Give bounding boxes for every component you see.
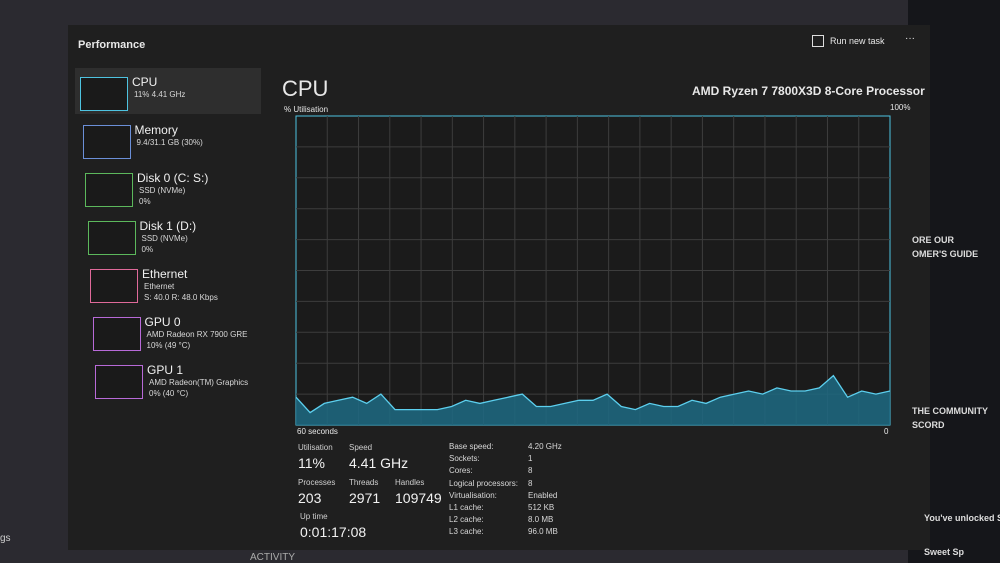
more-button[interactable]: ··· [905, 33, 915, 44]
sidebar-thumbnail[interactable] [82, 125, 131, 159]
y-axis-label: % Utilisation [284, 105, 329, 114]
spec-label: L3 cache: [449, 527, 484, 537]
stat-value: 0:01:17:08 [300, 524, 367, 540]
stat-label: Threads [349, 478, 379, 487]
background-text: Sweet Sp [924, 547, 965, 557]
stat-label: Up time [300, 512, 328, 521]
sidebar-thumbnail[interactable] [90, 269, 138, 303]
spec-label: Base speed: [449, 442, 494, 451]
sidebar-item-name: Memory [134, 123, 178, 137]
stat-label: Handles [395, 478, 425, 487]
sidebar-item-detail: SSD (NVMe) [139, 186, 186, 195]
spec-label: Logical processors: [449, 478, 518, 488]
spec-value: 512 KB [528, 503, 555, 512]
stat-label: Speed [349, 443, 373, 452]
spec-label: L2 cache: [449, 515, 484, 525]
background-text: SCORD [912, 420, 945, 430]
background-text: You've unlocked S [924, 513, 1000, 523]
spec-label: L1 cache: [449, 503, 484, 512]
y-max-label: 100% [890, 103, 911, 112]
utilisation-line [295, 374, 891, 414]
sidebar-item-detail: S: 40.0 R: 48.0 Kbps [144, 293, 218, 302]
sidebar-item-detail: Ethernet [144, 282, 175, 291]
processor-name: AMD Ryzen 7 7800X3D 8-Core Processor [692, 84, 925, 98]
sidebar-thumbnail[interactable] [85, 173, 133, 207]
run-task-icon[interactable] [812, 35, 824, 47]
sidebar-item-detail: 10% (49 °C) [146, 341, 191, 350]
stat-label: Processes [298, 478, 336, 487]
sidebar-item-name: Disk 1 (D:) [139, 219, 197, 233]
background-text: OMER'S GUIDE [912, 249, 979, 259]
stat-value: 109749 [395, 490, 442, 506]
sidebar-item-detail: 11% 4.41 GHz [134, 90, 186, 99]
sidebar-thumbnail[interactable] [80, 77, 128, 111]
sidebar-item-detail: 0% [141, 245, 154, 254]
spec-value: 1 [528, 454, 533, 464]
sidebar-item-detail: AMD Radeon RX 7900 GRE [146, 330, 248, 339]
stat-value: 4.41 GHz [349, 455, 409, 471]
sidebar-item-name: Disk 0 (C: S:) [137, 171, 209, 185]
x-left-label: 60 seconds [297, 427, 338, 436]
background-text: gs [0, 533, 11, 544]
spec-value: 8.0 MB [528, 515, 554, 525]
stat-value: 2971 [349, 490, 381, 506]
sidebar-item-name: GPU 0 [144, 315, 181, 329]
main-title: CPU [282, 76, 329, 101]
spec-label: Cores: [449, 466, 473, 476]
sidebar-item-detail: 0% (40 °C) [149, 389, 189, 398]
spec-label: Virtualisation: [449, 490, 497, 500]
sidebar-item-detail: 0% [139, 197, 151, 206]
sidebar-item-detail: AMD Radeon(TM) Graphics [149, 378, 249, 387]
stat-value: 203 [298, 490, 322, 506]
sidebar-item-detail: SSD (NVMe) [141, 234, 188, 243]
sidebar-item-name: CPU [132, 75, 158, 89]
stat-label: Utilisation [298, 443, 333, 452]
sidebar-item-detail: 9.4/31.1 GB (30%) [136, 138, 203, 147]
background-text: ACTIVITY [250, 552, 296, 563]
sidebar-thumbnail[interactable] [95, 365, 143, 399]
spec-value: 8 [528, 478, 533, 488]
sidebar-item-name: Ethernet [142, 267, 188, 281]
background-text: ORE OUR [912, 235, 955, 245]
spec-value: Enabled [528, 490, 558, 500]
spec-value: 96.0 MB [528, 527, 558, 537]
sidebar-item-name: GPU 1 [147, 363, 184, 377]
x-right-label: 0 [884, 427, 889, 436]
page-title: Performance [78, 39, 146, 51]
sidebar-thumbnail[interactable] [92, 317, 141, 351]
run-new-task-button[interactable]: Run new task [830, 36, 885, 46]
spec-label: Sockets: [449, 454, 480, 464]
stat-value: 11% [298, 455, 325, 471]
background-text: THE COMMUNITY [912, 406, 988, 416]
sidebar-thumbnail[interactable] [87, 221, 136, 255]
spec-value: 8 [528, 466, 533, 476]
spec-value: 4.20 GHz [528, 442, 562, 451]
